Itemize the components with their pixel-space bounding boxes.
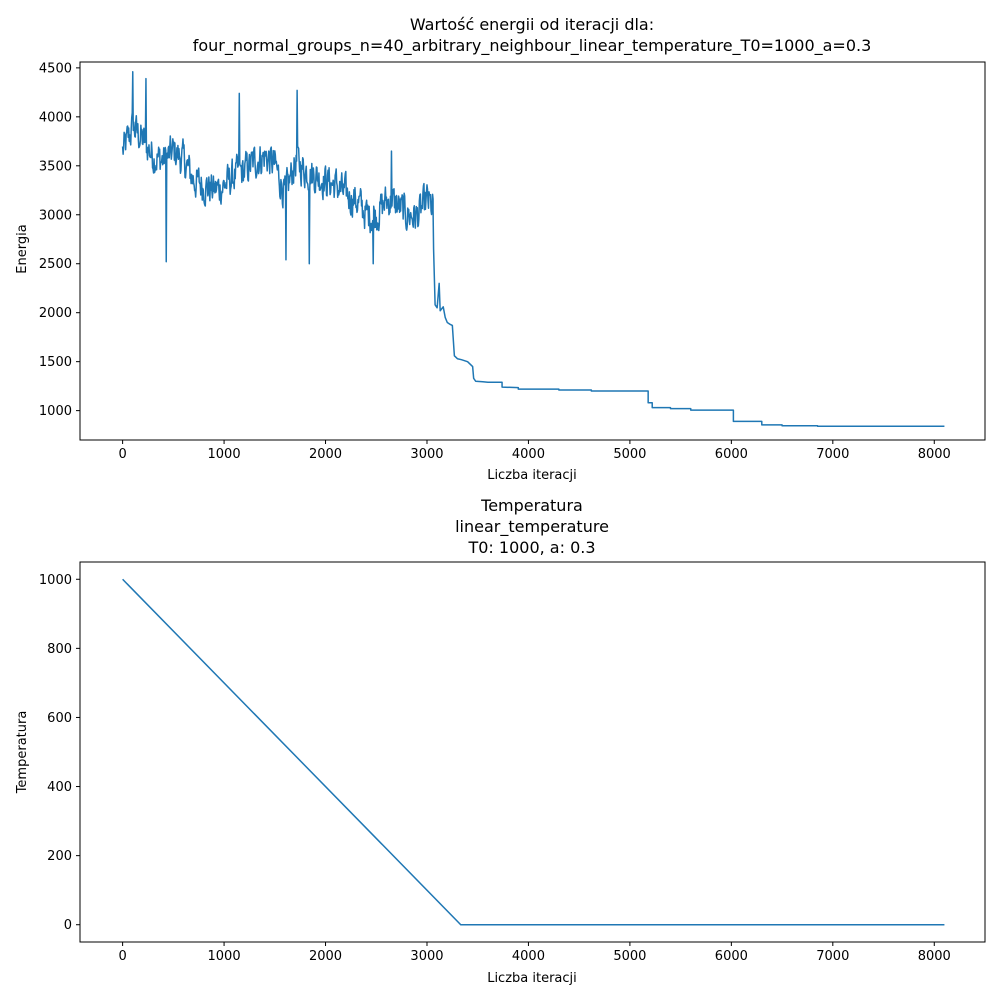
energy-chart-title-line1: Wartość energii od iteracji dla: (410, 15, 654, 34)
energy-x-tick-label: 5000 (613, 447, 646, 462)
energy-x-tick-label: 1000 (208, 447, 241, 462)
temperature-x-tick-label: 5000 (613, 949, 646, 964)
energy-y-tick-label: 2500 (39, 257, 72, 272)
temperature-chart: Temperatura linear_temperature T0: 1000,… (15, 496, 986, 986)
energy-x-tick-label: 8000 (918, 447, 951, 462)
temperature-y-tick-label: 1000 (39, 573, 72, 588)
temperature-x-tick-label: 1000 (208, 949, 241, 964)
temperature-x-tick-label: 3000 (410, 949, 443, 964)
energy-x-axis-label: Liczba iteracji (487, 468, 577, 483)
energy-axes-frame (79, 61, 986, 441)
temperature-x-axis-label: Liczba iteracji (487, 971, 577, 986)
energy-x-tick-label: 6000 (715, 447, 748, 462)
temperature-x-tick-label: 0 (118, 949, 126, 964)
temperature-chart-title-line1: Temperatura (480, 496, 583, 515)
temperature-x-tick-label: 7000 (816, 949, 849, 964)
energy-series-line (121, 71, 945, 428)
energy-y-tick-label: 4500 (39, 61, 72, 76)
temperature-chart-title-line3: T0: 1000, a: 0.3 (467, 538, 595, 557)
temperature-chart-title-line2: linear_temperature (455, 517, 609, 537)
energy-y-tick-label: 1000 (39, 404, 72, 419)
energy-x-tick-label: 3000 (410, 447, 443, 462)
temperature-y-tick-label: 0 (64, 918, 72, 933)
energy-chart-title-line2: four_normal_groups_n=40_arbitrary_neighb… (193, 36, 872, 56)
energy-y-axis-label: Energia (15, 224, 30, 273)
energy-x-tick-label: 0 (118, 447, 126, 462)
energy-chart: Wartość energii od iteracji dla: four_no… (15, 15, 986, 483)
energy-x-tick-label: 4000 (512, 447, 545, 462)
energy-x-tick-label: 7000 (816, 447, 849, 462)
temperature-y-tick-label: 400 (47, 780, 72, 795)
energy-y-tick-label: 3500 (39, 159, 72, 174)
temperature-x-tick-label: 4000 (512, 949, 545, 964)
energy-y-tick-label: 4000 (39, 110, 72, 125)
temperature-x-tick-label: 8000 (918, 949, 951, 964)
temperature-x-tick-label: 6000 (715, 949, 748, 964)
temperature-x-tick-label: 2000 (309, 949, 342, 964)
temperature-axes-frame (79, 561, 986, 943)
energy-plot-area: 0 1000 2000 3000 4000 5000 6000 7000 8000 1000 150… (39, 61, 986, 462)
temperature-series-line (122, 578, 945, 926)
temperature-y-tick-label: 200 (47, 849, 72, 864)
temperature-y-tick-label: 600 (47, 711, 72, 726)
energy-x-tick-label: 2000 (309, 447, 342, 462)
temperature-y-axis-label: Temperatura (15, 711, 30, 795)
temperature-plot-area: 0 1000 2000 3000 4000 5000 6000 7000 8000 0 200 400… (39, 561, 986, 964)
energy-y-tick-label: 2000 (39, 306, 72, 321)
energy-y-tick-label: 3000 (39, 208, 72, 223)
energy-y-tick-label: 1500 (39, 355, 72, 370)
temperature-y-tick-label: 800 (47, 642, 72, 657)
